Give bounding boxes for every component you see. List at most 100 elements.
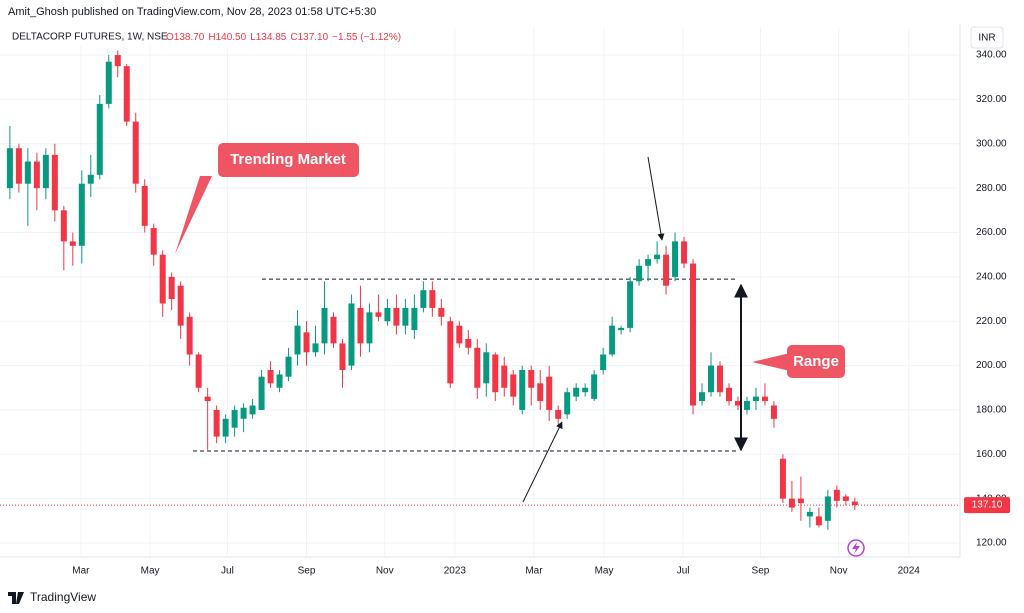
candle-body [348, 303, 355, 366]
icon [847, 539, 865, 557]
candle-body [842, 496, 849, 501]
candle-body [717, 365, 723, 393]
candle-body [51, 154, 58, 211]
candle-body [797, 498, 804, 504]
footer-text: TradingView [30, 590, 96, 604]
candle-body [672, 241, 679, 277]
candle-body [779, 458, 786, 499]
candle-body [357, 307, 364, 344]
legend-bg [0, 26, 420, 46]
candle-body [537, 383, 544, 402]
ohlc-value: −1.55 (−1.12%) [332, 32, 401, 43]
currency-box [970, 26, 1004, 49]
header: Amit_Ghosh published on TradingView.com,… [8, 6, 376, 18]
candle-body [824, 496, 831, 521]
candle-body [402, 307, 409, 326]
candle-body [564, 392, 571, 415]
candle-body [752, 396, 759, 402]
candle-body [600, 354, 607, 371]
candle-body [294, 325, 301, 355]
candle-body [141, 185, 148, 226]
annotation: Trending Market [230, 151, 346, 168]
ohlc-legend: O138.70 H140.50 L134.85 C137.10 −1.55 (−1.12… [166, 32, 401, 43]
candle-body [150, 228, 157, 255]
candle-body [276, 374, 283, 388]
y-tick-label: 160.00 [976, 449, 1007, 460]
candle-body [204, 396, 211, 402]
last-price-label: 137.10 [972, 500, 1003, 511]
candle-body [231, 409, 238, 428]
y-tick-label: 240.00 [976, 272, 1007, 283]
candle-body [42, 154, 49, 189]
currency: INR [978, 33, 995, 44]
y-tick-label: 280.00 [976, 183, 1007, 194]
candle-body [96, 103, 103, 175]
candle-body [645, 259, 652, 266]
candle-body [393, 307, 400, 326]
annotation: Range [793, 353, 839, 370]
candle-body [609, 325, 616, 355]
callout-box [218, 143, 359, 177]
candle-body [456, 325, 463, 344]
x-tick-label: May [595, 566, 614, 577]
candle-body [15, 148, 22, 184]
candle-body [177, 285, 184, 326]
candle-body [258, 376, 265, 410]
candle-body [636, 265, 643, 282]
candle-body [159, 254, 166, 304]
ohlc-value: H140.50 [208, 32, 246, 43]
x-tick-label: Sep [752, 566, 770, 577]
candle-body [168, 276, 175, 300]
candle-body [501, 365, 508, 388]
candle-body [213, 409, 220, 437]
candle-body [375, 312, 382, 317]
candle-body [627, 281, 634, 328]
x-tick-label: 2023 [444, 566, 467, 577]
y-tick-label: 320.00 [976, 94, 1007, 105]
x-tick-label: Mar [525, 566, 543, 577]
candle-body [222, 418, 229, 437]
candle-body [438, 307, 445, 317]
x-tick-label: Sep [298, 566, 316, 577]
candle-body [492, 354, 499, 393]
candle-body [743, 401, 750, 410]
symbol: DELTACORP FUTURES, 1W, NSE [12, 32, 168, 43]
candle-body [105, 61, 112, 104]
candle-body [699, 392, 706, 402]
pointer-arrow [522, 421, 563, 503]
y-tick-label: 200.00 [976, 360, 1007, 371]
logo [8, 592, 24, 604]
candle-body [447, 321, 454, 384]
icon [852, 542, 860, 554]
candle-body [851, 501, 858, 506]
x-tick-label: Mar [72, 566, 90, 577]
candle-body [6, 148, 13, 189]
candle-body [285, 356, 292, 377]
candle-body [725, 387, 732, 402]
candle-body [411, 307, 418, 331]
candle-body [483, 352, 490, 384]
candle-body [681, 241, 688, 264]
x-tick-label: Jul [677, 566, 690, 577]
x-tick-label: Nov [830, 566, 848, 577]
ohlc-value: L134.85 [250, 32, 287, 43]
y-tick-label: 260.00 [976, 227, 1007, 238]
candle-body [788, 498, 795, 508]
candle-body [761, 396, 768, 402]
candle-body [24, 161, 31, 184]
candle-body [330, 316, 337, 344]
candle-body [60, 210, 67, 242]
candle-body [690, 263, 697, 406]
candle-body [510, 374, 517, 397]
candle-body [465, 338, 472, 348]
candle-body [770, 405, 777, 419]
callout-tail [752, 353, 790, 371]
candle-body [186, 316, 193, 355]
last-price-box [964, 497, 1010, 514]
candle-body [87, 174, 94, 184]
candle-body [114, 55, 121, 67]
x-tick-label: Jul [221, 566, 234, 577]
candle-body [708, 365, 715, 393]
candle-body [833, 489, 840, 501]
